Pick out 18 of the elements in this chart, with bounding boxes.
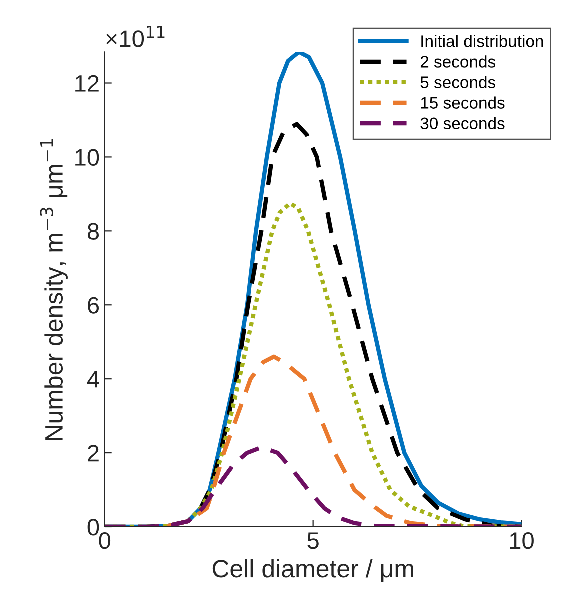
- y-tick-label: 0: [88, 519, 100, 536]
- y-tick-label: 10: [76, 149, 100, 166]
- legend-label: 5 seconds: [420, 76, 496, 88]
- x-tick-label: 10: [510, 532, 534, 550]
- y-tick-label: 6: [88, 297, 100, 314]
- y-tick-label: 2: [88, 445, 99, 462]
- x-tick-label: 5: [308, 532, 319, 550]
- x-tick-label: 0: [99, 532, 111, 550]
- y-tick-label: 4: [87, 371, 100, 388]
- y-axis-title: Number density, m$^{−3}$ μm$^{−1}$: [40, 139, 68, 440]
- legend-label: 30 seconds: [420, 117, 505, 130]
- y-tick-label: 8: [88, 223, 100, 240]
- legend-label: 15 seconds: [421, 96, 505, 109]
- legend-label: 2 seconds: [420, 56, 496, 68]
- x-axis-title: Cell diameter / μm: [212, 559, 414, 582]
- legend-label: Initial distribution: [422, 35, 544, 48]
- text: ×10$^{11}$: [106, 26, 165, 48]
- y-tick-label: 12: [76, 75, 99, 92]
